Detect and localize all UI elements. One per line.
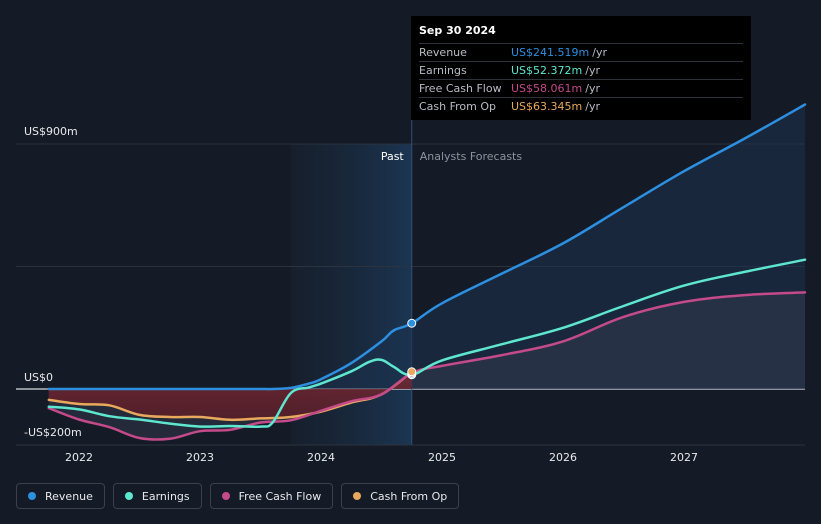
legend-label: Free Cash Flow — [238, 489, 322, 503]
x-tick-label: 2025 — [428, 451, 456, 464]
tooltip-row-value: US$52.372m — [511, 64, 583, 77]
x-tick-label: 2023 — [186, 451, 214, 464]
tooltip-row: Free Cash Flow US$58.061m/yr — [419, 79, 743, 97]
series-lines — [47, 103, 807, 441]
x-tick-label: 2027 — [670, 451, 698, 464]
legend-label: Cash From Op — [370, 489, 448, 503]
past-label: Past — [381, 150, 405, 163]
series-line-cash-from-op — [47, 370, 414, 422]
legend-item-revenue[interactable]: Revenue — [16, 483, 105, 509]
x-tick-label: 2024 — [307, 451, 335, 464]
cash-from-op-area — [48, 371, 412, 420]
legend: Revenue Earnings Free Cash Flow Cash From O… — [16, 483, 460, 509]
tooltip-row: Earnings US$52.372m/yr — [419, 61, 743, 79]
tooltip-row-unit: /yr — [585, 82, 600, 95]
tooltip-row-unit: /yr — [592, 46, 607, 59]
marker-cash-from-op — [407, 367, 417, 377]
legend-dot-icon — [28, 492, 36, 500]
forecast-label: Analysts Forecasts — [420, 150, 523, 163]
series-markers — [407, 318, 417, 380]
tooltip-row-value: US$241.519m — [511, 46, 590, 59]
tooltip-row-unit: /yr — [585, 64, 600, 77]
legend-dot-icon — [221, 492, 230, 500]
series-line-earnings — [47, 258, 807, 429]
tooltip-rows: Revenue US$241.519m/yr Earnings US$52.372m /… — [419, 43, 743, 115]
tooltip-row: Revenue US$241.519m/yr — [419, 43, 743, 61]
y-tick-label: US$900m — [24, 125, 78, 138]
legend-label: Earnings — [141, 489, 190, 503]
y-tick-label: US$0 — [24, 371, 53, 384]
legend-dot-icon — [124, 492, 133, 500]
series-areas — [48, 104, 805, 440]
series-line-revenue — [47, 103, 807, 391]
legend-label: Revenue — [45, 489, 93, 503]
tooltip-row-name: Earnings — [419, 64, 467, 77]
tooltip-row-value: US$63.345m — [511, 100, 583, 113]
tooltip-row-name: Free Cash Flow — [419, 82, 502, 95]
tooltip-row-unit: /yr — [585, 100, 600, 113]
tooltip-date: Sep 30 2024 — [419, 24, 496, 37]
legend-item-cash-from-op[interactable]: Cash From Op — [341, 483, 460, 509]
tooltip: Sep 30 2024 Revenue US$241.519m/yr Earning… — [411, 16, 751, 120]
x-tick-label: 2026 — [549, 451, 577, 464]
revenue-area — [48, 104, 805, 390]
legend-item-earnings[interactable]: Earnings — [112, 483, 202, 509]
legend-dot-icon — [353, 492, 362, 500]
tooltip-row-name: Revenue — [419, 46, 467, 59]
marker-revenue — [407, 318, 417, 328]
axis-labels: US$900m US$0 -US$200m 2022 2023 2024 2025 2026 2… — [24, 125, 698, 464]
y-tick-label: -US$200m — [24, 426, 82, 439]
legend-item-free-cash-flow[interactable]: Free Cash Flow — [209, 483, 334, 509]
tooltip-row-name: Cash From Op — [419, 100, 497, 113]
tooltip-row: Cash From Op US$63.345m/yr — [419, 97, 743, 115]
series-line-free-cash-flow — [47, 291, 807, 441]
x-tick-label: 2022 — [65, 451, 93, 464]
tooltip-row-value: US$58.061m — [511, 82, 583, 95]
